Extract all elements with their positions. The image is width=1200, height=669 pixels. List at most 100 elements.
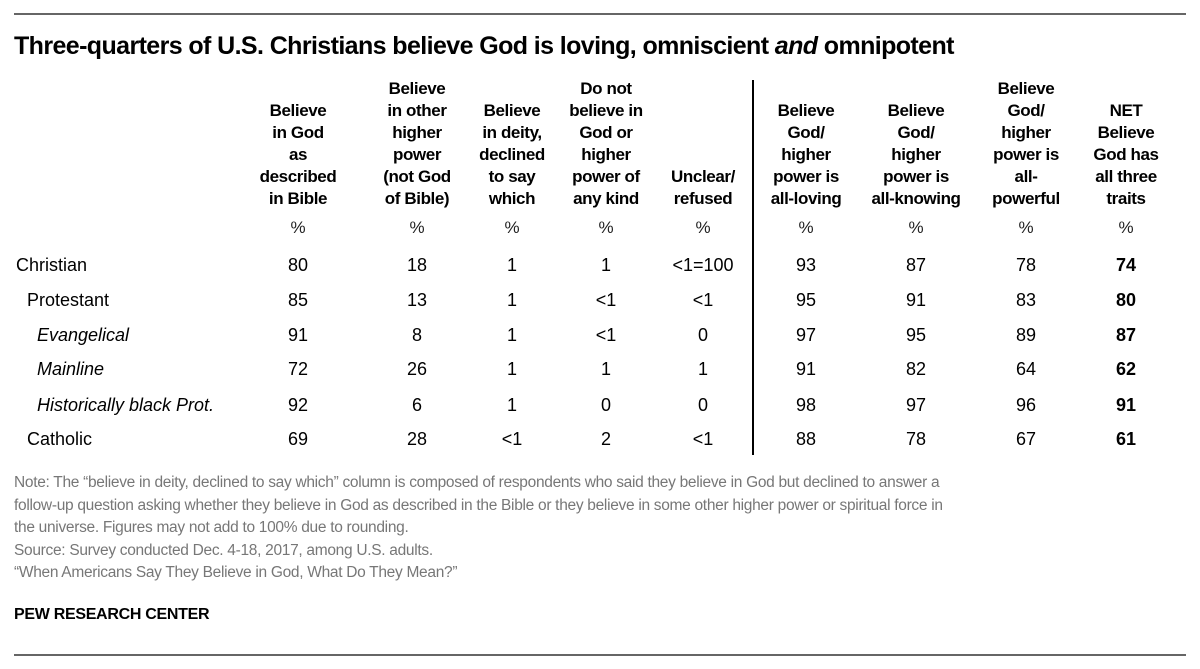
- column-header: Believe God/higher power is all-loving: [751, 70, 861, 210]
- column-header: Do not believe in God or higher power of any …: [551, 70, 661, 210]
- table-cell: 87: [1115, 325, 1137, 345]
- column-header-line: Do not: [580, 79, 632, 98]
- column-header-line: God/: [787, 123, 825, 142]
- row-label: Mainline: [37, 359, 105, 379]
- column-header-line: refused: [673, 189, 733, 208]
- table-cell: 91: [287, 325, 309, 345]
- column-header-line: power of: [572, 167, 640, 186]
- table-cell: 83: [1015, 290, 1037, 310]
- table-cell: 85: [287, 290, 309, 310]
- table-cell: 98: [795, 395, 817, 415]
- brand-logo-text: PEW RESEARCH CENTER: [14, 606, 210, 623]
- column-header-line: believe in: [569, 101, 643, 120]
- table-cell: 95: [795, 290, 817, 310]
- column-header-line: Believe: [388, 79, 446, 98]
- column-header-line: God/: [1007, 101, 1045, 120]
- unit-label: %: [290, 218, 306, 237]
- table-cell: 6: [411, 395, 422, 415]
- unit-label: %: [598, 218, 614, 237]
- column-header-line: powerful: [992, 189, 1060, 208]
- column-header-line: Believe: [887, 101, 945, 120]
- unit-label: %: [409, 218, 425, 237]
- table-cell: 95: [905, 325, 927, 345]
- column-header-line: power is: [883, 167, 949, 186]
- table-cell: 1: [506, 359, 517, 379]
- table-cell: 96: [1015, 395, 1037, 415]
- table-cell: 2: [600, 429, 611, 449]
- note-line: follow-up question asking whether they b…: [14, 496, 943, 514]
- table-cell: 0: [697, 325, 708, 345]
- row-label: Christian: [16, 255, 88, 275]
- column-header-line: power is: [993, 145, 1059, 164]
- column-header-line: all-knowing: [871, 189, 961, 208]
- bottom-rule: [14, 654, 1186, 656]
- row-label: Historically black Prot.: [37, 395, 215, 415]
- note-line: the universe. Figures may not add to 100…: [14, 519, 409, 536]
- column-header: Believe God/higher power is all-powerful: [971, 70, 1081, 210]
- column-header: NET Believe God has all three traits: [1071, 70, 1181, 210]
- table-cell: 91: [1115, 395, 1137, 415]
- title-text: Three-quarters of U.S. Christians believ…: [14, 32, 775, 60]
- table-cell: 97: [795, 325, 817, 345]
- table-cell: <1: [501, 429, 523, 449]
- table-cell: 8: [411, 325, 422, 345]
- unit-label: %: [798, 218, 814, 237]
- title-text-end: omnipotent: [817, 32, 955, 60]
- table-cell: 64: [1015, 359, 1037, 379]
- table-cell: 72: [287, 359, 309, 379]
- column-header-line: in God: [272, 123, 324, 142]
- table-cell: 78: [1015, 255, 1037, 275]
- column-header-line: (not God: [383, 167, 451, 186]
- table-cell: <1=100: [672, 255, 734, 275]
- column-header-line: Believe: [777, 101, 835, 120]
- top-rule: [14, 13, 1186, 15]
- table-cell: 92: [287, 395, 309, 415]
- column-header-line: Believe: [483, 101, 541, 120]
- column-header: Believe in other higher power (not God of Bib…: [362, 70, 472, 210]
- column-header-line: which: [488, 189, 536, 208]
- column-header-line: in deity,: [482, 123, 542, 142]
- table-cell: 80: [1115, 290, 1137, 310]
- column-header-line: all-: [1014, 167, 1038, 186]
- table-cell: 1: [600, 359, 611, 379]
- table-cell: 18: [406, 255, 428, 275]
- table-cell: 82: [905, 359, 927, 379]
- table-cell: 61: [1115, 429, 1137, 449]
- table-cell: 78: [905, 429, 927, 449]
- column-header-line: higher: [581, 145, 631, 164]
- table-cell: <1: [692, 429, 714, 449]
- column-header-line: traits: [1106, 189, 1146, 208]
- table-cell: 97: [905, 395, 927, 415]
- table-cell: 1: [506, 255, 517, 275]
- column-header-line: described: [259, 167, 337, 186]
- column-header-line: Unclear/: [671, 167, 735, 186]
- row-label: Catholic: [27, 429, 93, 449]
- table-cell: 87: [905, 255, 927, 275]
- table-cell: 91: [795, 359, 817, 379]
- column-header-line: any kind: [573, 189, 639, 208]
- column-divider: [752, 80, 754, 455]
- column-header-line: Believe: [269, 101, 327, 120]
- column-header: Unclear/refused: [648, 70, 758, 210]
- column-header-line: of Bible): [384, 189, 450, 208]
- column-header: Believe in deity, declined to say which: [457, 70, 567, 210]
- table-cell: 1: [506, 395, 517, 415]
- table-cell: 89: [1015, 325, 1037, 345]
- notes: Note: The “believe in deity, declined to…: [14, 472, 1194, 585]
- table-cell: 1: [697, 359, 708, 379]
- column-header-line: all three: [1095, 167, 1157, 186]
- column-header-line: to say: [488, 167, 536, 186]
- report-title: “When Americans Say They Believe in God,…: [14, 564, 458, 581]
- column-header-line: higher: [781, 145, 831, 164]
- table-cell: 93: [795, 255, 817, 275]
- column-header-line: as: [288, 145, 308, 164]
- column-header-line: all-loving: [770, 189, 842, 208]
- table-cell: <1: [692, 290, 714, 310]
- title-emphasis: and: [774, 32, 818, 60]
- table-cell: 1: [506, 290, 517, 310]
- table-cell: 80: [287, 255, 309, 275]
- table-cell: 13: [406, 290, 428, 310]
- column-header-line: in other: [387, 101, 447, 120]
- note-line: Note: The “believe in deity, declined to…: [14, 474, 940, 491]
